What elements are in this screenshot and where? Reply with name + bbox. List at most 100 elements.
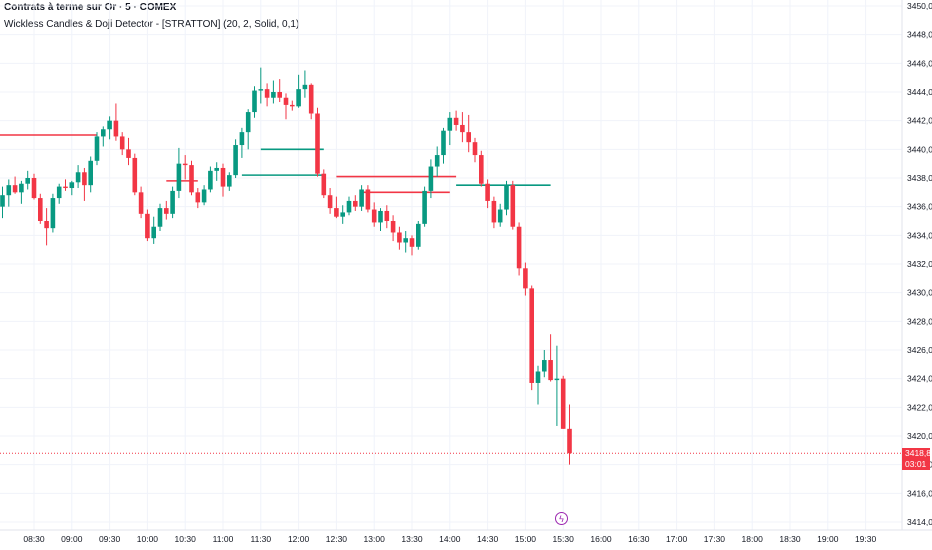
candle-body: [101, 129, 106, 137]
candle-body: [277, 92, 282, 98]
candle-body: [151, 226, 156, 239]
candle: [554, 345, 560, 426]
candle: [567, 404, 572, 465]
candle-body: [12, 185, 18, 193]
candle-body: [302, 84, 308, 90]
candle: [497, 203, 503, 227]
candle-body: [453, 117, 459, 125]
candle-body: [428, 166, 434, 191]
price-tick-label: 3450,0: [907, 1, 932, 11]
candle: [453, 110, 459, 131]
candle: [88, 156, 93, 193]
candle-body: [157, 208, 163, 227]
candle-body: [548, 360, 553, 381]
current-price-tag: 3418,8 03:01: [902, 448, 931, 470]
candle-body: [491, 200, 497, 223]
candle-body: [510, 185, 516, 227]
candle: [151, 216, 156, 244]
price-tick-label: 3422,0: [907, 402, 932, 412]
candle-body: [208, 170, 213, 190]
candle-body: [245, 112, 251, 133]
price-tick-label: 3416,0: [907, 488, 932, 498]
level-lines: [0, 134, 551, 194]
time-tick-label: 09:30: [99, 534, 121, 544]
candle: [157, 203, 163, 232]
candle-body: [75, 172, 81, 183]
candle: [63, 179, 68, 191]
candle: [245, 109, 251, 150]
candle: [233, 139, 238, 178]
time-tick-label: 13:00: [364, 534, 386, 544]
time-tick-label: 13:30: [401, 534, 423, 544]
candle: [378, 208, 383, 232]
candle-body: [321, 173, 327, 196]
candle: [82, 167, 87, 201]
time-tick-label: 15:00: [515, 534, 537, 544]
candle: [145, 209, 150, 242]
candle: [308, 83, 314, 120]
candle-body: [233, 145, 238, 176]
candle: [239, 127, 245, 158]
candle: [542, 350, 547, 378]
candle-body: [365, 189, 371, 210]
candle: [327, 188, 333, 214]
candles: [0, 67, 572, 465]
candle: [441, 127, 446, 164]
candle: [422, 186, 427, 227]
candle: [195, 188, 201, 209]
candle-body: [88, 160, 93, 186]
lightning-icon[interactable]: ϟ: [555, 512, 568, 525]
price-tick-label: 3430,0: [907, 288, 932, 298]
price-tick-label: 3426,0: [907, 345, 932, 355]
candle-body: [390, 221, 396, 233]
candle-body: [176, 163, 182, 191]
candle-body: [119, 136, 125, 150]
candle-body: [296, 89, 301, 107]
candle-body: [69, 182, 75, 189]
time-tick-label: 14:00: [439, 534, 461, 544]
grid: [0, 0, 902, 530]
candle: [485, 179, 490, 209]
candle: [416, 221, 421, 250]
candle-body: [201, 189, 207, 203]
candle: [315, 107, 320, 177]
candle-body: [479, 155, 484, 184]
time-tick-label: 19:00: [817, 534, 839, 544]
candle-body: [359, 189, 364, 207]
candle: [132, 153, 138, 196]
time-axis[interactable]: 08:30 09:00 09:30 10:00 10:30 11:00 11:30 12:00…: [23, 534, 876, 544]
price-tick-label: 3440,0: [907, 144, 932, 154]
candle-body: [472, 142, 478, 156]
time-tick-label: 17:00: [666, 534, 688, 544]
candle-body: [0, 195, 5, 207]
candle: [214, 162, 219, 181]
price-tick-label: 3436,0: [907, 202, 932, 212]
candle-body: [523, 268, 528, 289]
time-tick-label: 11:30: [250, 534, 271, 544]
candle-body: [567, 428, 572, 454]
candle: [523, 262, 528, 296]
candle-body: [403, 238, 408, 243]
price-tick-label: 3432,0: [907, 259, 932, 269]
candle: [119, 132, 125, 156]
candle: [472, 137, 478, 163]
candle-body: [107, 120, 112, 130]
candle-body: [447, 117, 453, 131]
candle-body: [113, 120, 119, 137]
countdown-label: 03:01: [905, 459, 927, 469]
candle-body: [38, 198, 43, 221]
candle: [434, 146, 440, 177]
indicator-legend[interactable]: Wickless Candles & Doji Detector - [STRA…: [4, 19, 300, 30]
candle: [38, 193, 43, 224]
candle-body: [441, 130, 446, 156]
candle-body: [227, 175, 232, 187]
candle-body: [327, 195, 333, 209]
candle: [529, 285, 534, 391]
candle: [138, 186, 144, 219]
candle: [126, 137, 131, 166]
candle: [101, 126, 106, 147]
candle-body: [504, 185, 509, 210]
candle-body: [397, 232, 402, 243]
candle-body: [170, 190, 175, 214]
